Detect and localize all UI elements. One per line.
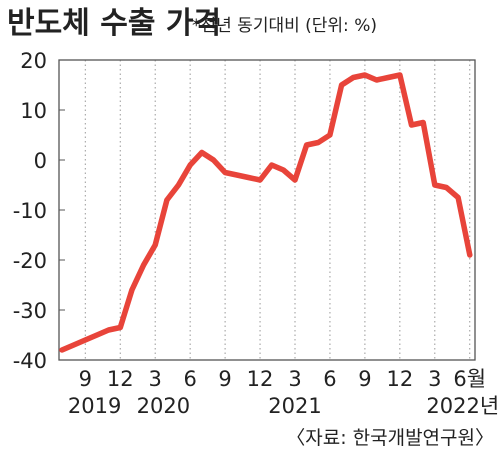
data-point-31 (420, 120, 426, 125)
data-point-13 (211, 157, 216, 163)
data-point-9 (164, 197, 170, 203)
x-tick-label-0: 9 (79, 367, 92, 391)
data-point-17 (257, 177, 263, 183)
x-tick-label-4: 9 (218, 367, 231, 391)
data-point-34 (455, 195, 461, 200)
year-label-2: 2021 (268, 394, 321, 418)
data-point-8 (152, 242, 158, 248)
chart-title: 반도체 수출 가격 (7, 6, 221, 41)
y-tick-label-0: 20 (20, 49, 47, 73)
data-point-6 (129, 287, 135, 293)
x-tick-label-11: 6월 (453, 367, 486, 391)
data-point-20 (292, 177, 298, 183)
y-tick-label-4: -20 (13, 249, 47, 273)
data-point-30 (409, 122, 414, 128)
x-axis: 9 12 3 6 9 12 3 6 9 12 3 6월 (79, 367, 486, 391)
data-point-35 (467, 252, 473, 258)
y-axis: 20 10 0 -10 -20 -30 -40 (13, 49, 65, 373)
y-tick-label-2: 0 (34, 149, 47, 173)
data-point-4 (106, 327, 111, 333)
year-labels: 2019 2020 2021 2022년 (68, 394, 499, 418)
x-tick-label-7: 6 (323, 367, 336, 391)
x-tick-label-8: 9 (358, 367, 371, 391)
data-point-10 (176, 182, 181, 188)
year-label-3: 2022년 (426, 394, 499, 418)
data-point-12 (199, 150, 205, 155)
data-point-23 (327, 132, 333, 138)
data-point-27 (374, 77, 379, 83)
chart-subtitle: *전년 동기대비 (단위: %) (192, 16, 377, 36)
y-tick-label-3: -10 (13, 199, 47, 223)
year-label-0: 2019 (68, 394, 121, 418)
data-point-1 (71, 342, 77, 348)
x-tick-label-9: 12 (386, 367, 413, 391)
data-point-14 (222, 170, 228, 175)
data-point-3 (94, 332, 100, 338)
data-point-21 (304, 142, 310, 148)
data-point-18 (269, 162, 275, 168)
data-point-16 (246, 175, 251, 180)
data-point-32 (432, 182, 438, 188)
data-point-15 (234, 172, 240, 178)
data-point-7 (141, 262, 146, 268)
data-point-5 (117, 325, 123, 330)
data-point-0 (59, 347, 65, 353)
year-label-1: 2020 (137, 394, 190, 418)
data-point-2 (82, 337, 88, 343)
grid-lines (84, 60, 471, 360)
source-note: 〈자료: 한국개발연구원〉 (286, 427, 494, 449)
data-point-24 (339, 82, 344, 88)
x-tick-label-10: 3 (428, 367, 441, 391)
y-tick-label-1: 10 (20, 99, 47, 123)
y-tick-label-6: -40 (13, 349, 47, 373)
data-point-33 (444, 185, 449, 190)
series-line-0 (59, 72, 473, 353)
data-point-26 (362, 72, 368, 78)
data-point-22 (315, 140, 321, 145)
data-point-29 (397, 72, 403, 78)
x-tick-label-3: 6 (183, 367, 196, 391)
series-group (59, 72, 473, 353)
y-tick-label-5: -30 (13, 299, 47, 323)
data-point-28 (385, 75, 391, 80)
data-point-11 (187, 162, 193, 168)
x-tick-label-6: 3 (288, 367, 301, 391)
x-tick-label-5: 12 (247, 367, 274, 391)
data-point-25 (350, 75, 356, 80)
x-tick-label-1: 12 (107, 367, 134, 391)
data-point-19 (280, 167, 286, 173)
x-tick-label-2: 3 (149, 367, 162, 391)
